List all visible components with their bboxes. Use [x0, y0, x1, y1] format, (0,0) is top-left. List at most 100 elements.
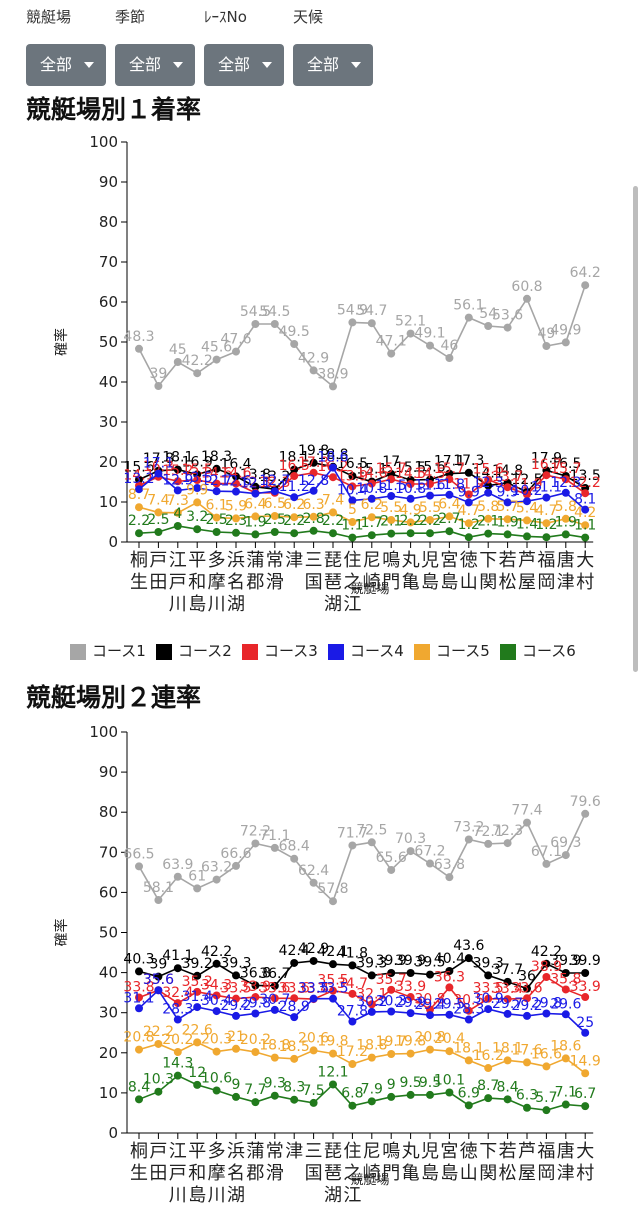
vertical-scrollbar[interactable]	[633, 186, 638, 672]
chart2-title: 競艇場別２連率	[26, 683, 202, 712]
x-tick-label: 常	[266, 550, 284, 571]
data-label: 34.3	[201, 977, 232, 993]
data-point	[329, 897, 337, 906]
x-tick-label: 亀	[402, 1163, 420, 1184]
weather-dropdown-button[interactable]: 全部	[293, 44, 373, 86]
data-point	[290, 472, 299, 480]
data-point	[484, 488, 493, 497]
x-tick-label: 多	[208, 1141, 226, 1162]
data-label: 2.5	[264, 512, 286, 528]
legend-swatch	[242, 643, 258, 660]
data-label: 39.3	[473, 955, 504, 971]
x-tick-label: 児	[421, 1141, 439, 1162]
data-label: 8.1	[574, 492, 596, 508]
data-point	[484, 514, 493, 523]
data-point	[387, 865, 396, 874]
data-label: 11.2	[279, 479, 310, 495]
data-label: 39.9	[550, 953, 581, 969]
data-label: 19.7	[376, 1034, 407, 1050]
data-label: 35.2	[182, 974, 213, 990]
data-label: 15.6	[473, 462, 504, 478]
data-point	[387, 516, 396, 524]
data-point	[523, 516, 531, 525]
data-label: 5.8	[555, 499, 577, 515]
legend-item-course2[interactable]: コース2	[156, 640, 232, 662]
data-point	[561, 985, 570, 994]
legend-item-course5[interactable]: コース5	[414, 640, 490, 662]
x-tick-label: 湖	[227, 1185, 245, 1206]
data-point	[542, 533, 551, 542]
data-point	[251, 482, 260, 491]
y-tick-label: 80	[99, 213, 118, 231]
data-label: 10.2	[511, 483, 542, 499]
data-point	[367, 1053, 376, 1062]
data-label: 4.7	[458, 503, 480, 519]
weather-dropdown-value: 全部	[307, 55, 340, 74]
x-tick-label: 川	[208, 1185, 226, 1206]
x-tick-label: 唐	[557, 1141, 575, 1162]
filter-label-season: 季節	[115, 8, 146, 26]
data-point	[232, 514, 240, 523]
data-point	[212, 1007, 221, 1016]
data-point	[232, 861, 240, 870]
data-label: 9.5	[399, 1075, 421, 1091]
legend-item-course6[interactable]: コース6	[500, 640, 576, 662]
data-point	[193, 369, 202, 378]
data-point	[154, 986, 163, 995]
data-label: 15.7	[376, 461, 407, 477]
series-line	[138, 284, 586, 388]
y-tick-label: 50	[99, 924, 118, 942]
x-tick-label: 之	[343, 1163, 361, 1184]
data-label: 42.2	[201, 944, 232, 960]
data-point	[542, 1106, 551, 1115]
data-label: 29.8	[240, 996, 271, 1012]
data-point	[387, 1050, 396, 1059]
data-point	[581, 281, 590, 290]
legend-item-course3[interactable]: コース3	[242, 640, 318, 662]
x-tick-label: 名	[227, 1163, 245, 1184]
x-tick-label: 福	[537, 550, 555, 571]
x-tick-label: 江	[343, 594, 361, 615]
x-tick-label: 尼	[363, 1141, 381, 1162]
data-point	[329, 382, 337, 391]
data-point	[270, 512, 279, 520]
season-dropdown-button[interactable]: 全部	[115, 44, 195, 86]
data-label: 30.2	[356, 994, 387, 1010]
data-point	[406, 329, 415, 338]
x-tick-label: 村	[576, 1163, 594, 1184]
data-point	[173, 465, 182, 474]
data-point	[367, 513, 376, 522]
x-tick-label: 多	[208, 550, 226, 571]
data-point	[426, 1005, 434, 1014]
data-point	[290, 1095, 299, 1104]
data-point	[581, 993, 590, 1002]
data-point	[561, 1010, 570, 1019]
legend-item-course1[interactable]: コース1	[70, 640, 146, 662]
venue-dropdown-button[interactable]: 全部	[26, 44, 106, 86]
data-point	[464, 519, 473, 528]
x-tick-label: 江	[169, 550, 187, 571]
x-tick-label: 崎	[363, 572, 381, 593]
data-label: 68.4	[279, 839, 310, 855]
x-tick-label: 島	[421, 1163, 439, 1184]
data-point	[193, 476, 202, 484]
race-no-dropdown-button[interactable]: 全部	[204, 44, 284, 86]
y-axis-label: 確率	[53, 919, 70, 947]
y-tick-label: 40	[99, 964, 118, 982]
y-tick-label: 30	[99, 1004, 118, 1022]
data-label: 33.9	[570, 979, 601, 995]
data-label: 10.1	[434, 1072, 465, 1088]
data-point	[212, 959, 221, 968]
x-tick-label: 亀	[402, 572, 420, 593]
data-label: 29.7	[492, 996, 523, 1012]
legend-item-course4[interactable]: コース4	[328, 640, 404, 662]
data-point	[290, 994, 299, 1003]
data-label: 69.3	[550, 835, 581, 851]
data-point	[523, 818, 531, 827]
data-label: 39.9	[376, 953, 407, 969]
data-point	[445, 354, 454, 362]
data-point	[426, 970, 434, 979]
data-point	[561, 851, 570, 860]
data-point	[348, 841, 357, 850]
data-label: 30.3	[376, 993, 407, 1009]
